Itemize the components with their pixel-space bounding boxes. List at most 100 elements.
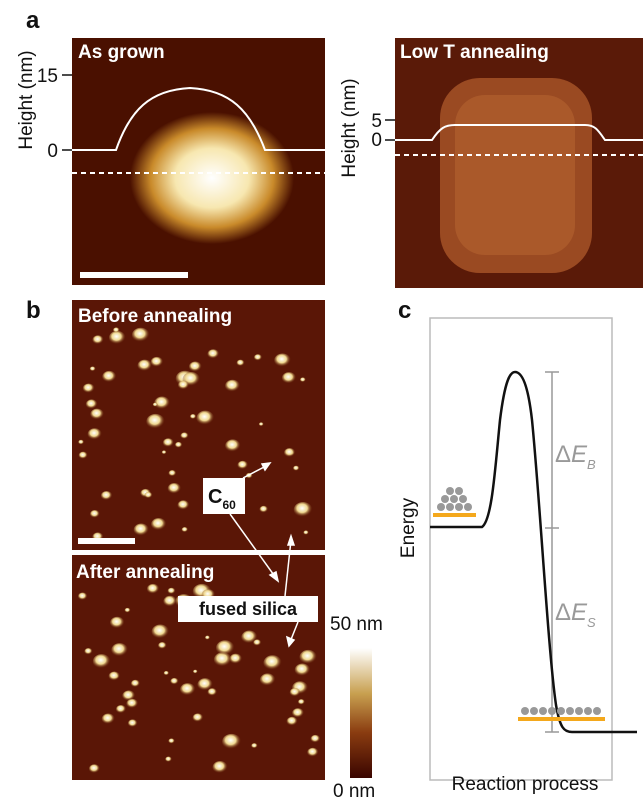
particle (190, 414, 196, 419)
particle (292, 708, 304, 718)
molecule (566, 707, 574, 715)
particle (298, 699, 305, 705)
molecule (530, 707, 538, 715)
particle (254, 354, 262, 361)
particle (90, 409, 104, 420)
particle (259, 506, 268, 513)
particle (216, 640, 235, 656)
particle (274, 353, 291, 367)
particle (260, 673, 276, 686)
colorbar-min: 0 nm (333, 781, 375, 800)
particle (78, 440, 84, 445)
delta: Δ (555, 441, 571, 468)
tick-label: 0 (47, 141, 58, 162)
particle (307, 748, 318, 758)
image-label: Before annealing (78, 306, 232, 327)
particle (134, 523, 149, 536)
axis-label: Height (nm) (16, 50, 37, 149)
barrier-label: ΔEB (555, 441, 596, 472)
particle (151, 357, 164, 368)
particle (101, 491, 113, 501)
particle (147, 584, 159, 594)
particle (237, 360, 245, 367)
axis-label: Energy (398, 497, 419, 558)
subscript: S (587, 615, 596, 630)
particle (146, 414, 165, 429)
particle (131, 680, 140, 688)
particle (193, 670, 198, 674)
particle (263, 655, 281, 670)
delta: Δ (555, 599, 571, 626)
symbol: E (571, 599, 588, 626)
particle (84, 648, 92, 655)
figure: a As grown Height (nm) 15 0 Low T anneal… (0, 0, 643, 800)
particle (93, 654, 111, 669)
molecule (557, 707, 565, 715)
surface-label: ΔES (555, 599, 596, 630)
particle (90, 510, 100, 518)
particle (311, 735, 321, 743)
molecule (575, 707, 583, 715)
panel-letter: a (26, 7, 40, 34)
image-label: Low T annealing (400, 42, 549, 63)
c60-base: C (208, 486, 222, 508)
particle (79, 452, 88, 460)
particle (189, 361, 202, 372)
particle (299, 650, 317, 665)
colorbar-max: 50 nm (330, 614, 383, 635)
image-label: After annealing (76, 562, 214, 583)
colorbar (350, 648, 372, 778)
particle (168, 588, 176, 595)
particle (205, 636, 210, 640)
particle (152, 625, 170, 640)
particle (290, 688, 301, 697)
subscript: B (587, 457, 596, 472)
particle (303, 530, 309, 535)
particle (151, 518, 166, 531)
molecule (548, 707, 556, 715)
particle (213, 761, 228, 774)
particle (165, 756, 172, 762)
molecule (539, 707, 547, 715)
particle (207, 349, 219, 359)
particle (132, 328, 150, 343)
axis-label: Reaction process (452, 774, 599, 795)
particle (295, 664, 311, 677)
panel-letter: c (398, 297, 411, 324)
particle (237, 461, 248, 470)
particle (153, 403, 158, 407)
fused-silica-label: fused silica (199, 599, 298, 619)
particle (180, 683, 195, 696)
tick-label: 15 (37, 66, 58, 87)
particle (144, 492, 152, 499)
tick-label: 0 (371, 130, 382, 151)
particle (225, 439, 241, 452)
particle (294, 502, 313, 518)
particle (89, 764, 100, 773)
particle (170, 678, 178, 685)
particle (251, 743, 258, 749)
molecules-final (521, 707, 601, 715)
particle (163, 596, 177, 607)
particle (138, 360, 152, 372)
particle (86, 399, 98, 409)
particle (259, 422, 264, 426)
particle (90, 366, 96, 371)
particle (164, 671, 170, 676)
particle (111, 643, 128, 657)
c60-subscript: 60 (222, 498, 236, 512)
particle (300, 377, 306, 382)
particle (122, 690, 135, 701)
particle (109, 671, 120, 681)
particle (178, 380, 189, 389)
particle (222, 734, 241, 750)
particle (225, 380, 240, 393)
particle (193, 713, 204, 722)
particle (196, 411, 214, 426)
particle (182, 527, 189, 532)
particle (92, 335, 103, 344)
scale-bar (78, 538, 135, 544)
particle (78, 592, 88, 600)
energy-curve (430, 372, 637, 732)
particle (109, 331, 126, 345)
